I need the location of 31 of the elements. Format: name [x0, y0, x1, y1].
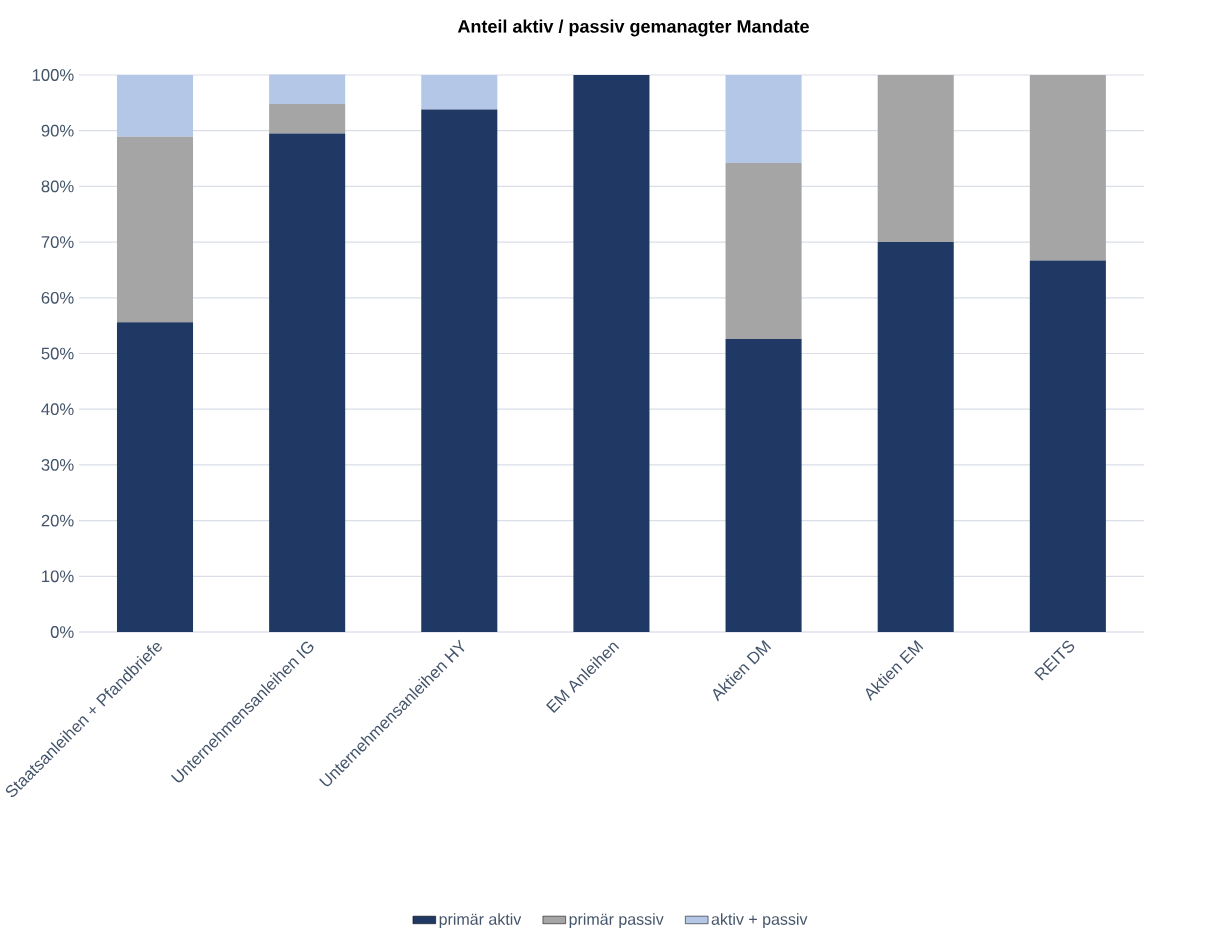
y-tick-label: 100% [32, 69, 74, 81]
bar [269, 74, 346, 104]
legend-label: primär aktiv [439, 913, 522, 929]
bar [1029, 260, 1106, 632]
y-tick-label: 40% [41, 403, 74, 416]
legend-label: aktiv + passiv [711, 913, 808, 929]
bar [877, 74, 954, 243]
bar [725, 162, 802, 340]
bar [421, 109, 498, 632]
bar [1029, 74, 1106, 261]
bar [421, 74, 498, 110]
bar [269, 133, 346, 632]
y-tick-label: 90% [41, 124, 74, 137]
y-tick-label: 0% [50, 626, 74, 638]
y-tick-label: 50% [41, 347, 74, 360]
y-tick-label: 60% [41, 291, 74, 304]
chart-title: Anteil aktiv / passiv gemanagter Mandate [457, 19, 809, 37]
bar [116, 74, 194, 137]
legend-label: primär passiv [569, 913, 664, 929]
bar [877, 242, 954, 632]
bar [725, 74, 802, 163]
bar [725, 339, 802, 632]
bar [269, 103, 346, 134]
bar [116, 322, 194, 632]
y-tick-label: 10% [42, 570, 74, 583]
y-tick-label: 30% [41, 459, 74, 471]
y-tick-label: 20% [41, 514, 74, 527]
bar [116, 136, 194, 323]
y-tick-label: 80% [41, 180, 74, 193]
y-tick-label: 70% [41, 236, 74, 248]
bar [573, 74, 650, 632]
